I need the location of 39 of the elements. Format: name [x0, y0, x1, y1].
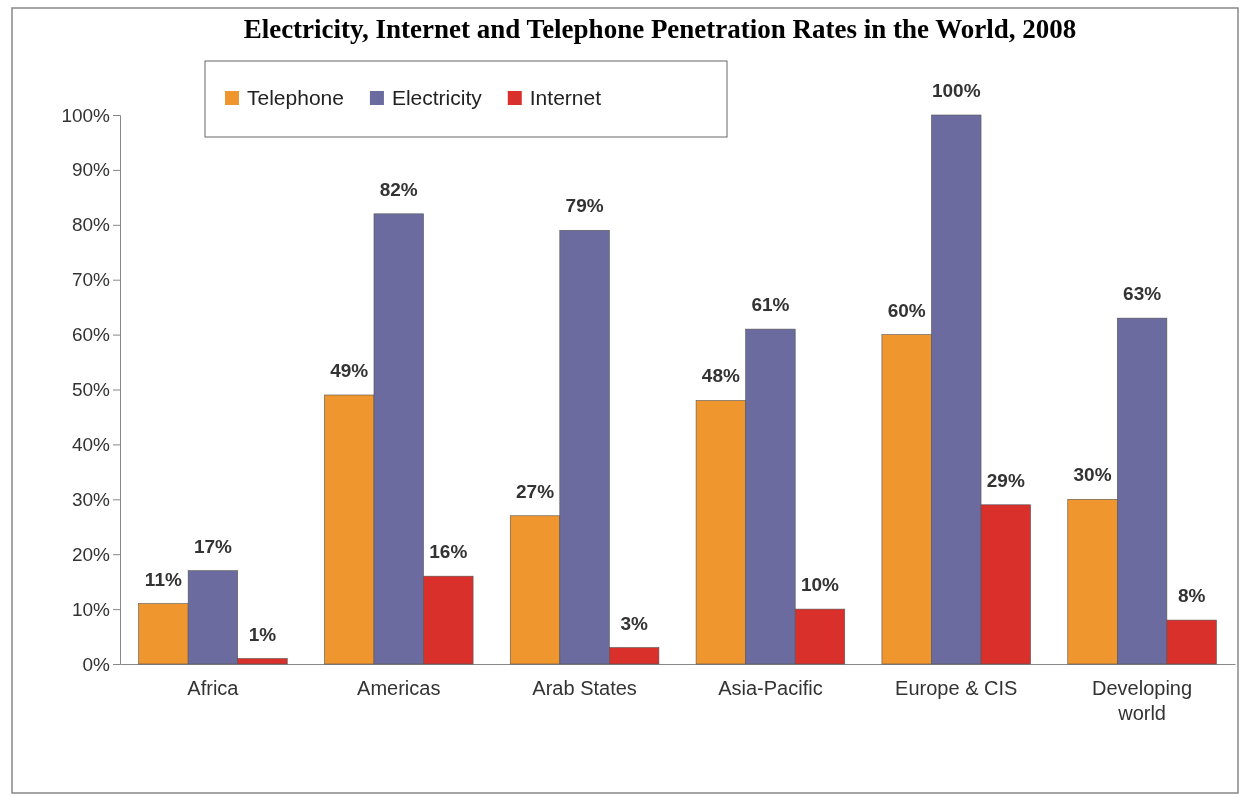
y-tick-label: 60%: [71, 324, 111, 346]
legend-label: Telephone: [247, 86, 344, 109]
x-tick-label: Europe & CIS: [895, 677, 1018, 699]
y-tick-label: 50%: [71, 379, 111, 401]
y-tick-label: 80%: [71, 214, 111, 236]
data-label: 30%: [1073, 464, 1112, 486]
y-tick-label: 100%: [61, 104, 111, 126]
chart-title: Electricity, Internet and Telephone Penetration Rates in the World, 2008: [243, 14, 1077, 44]
y-tick-label: 40%: [71, 433, 111, 455]
legend-label: Internet: [529, 86, 602, 109]
data-label: 8%: [1177, 585, 1206, 607]
x-tick-label: Africa: [187, 677, 240, 699]
data-label: 82%: [379, 178, 418, 200]
data-label: 27%: [516, 480, 555, 502]
data-label: 48%: [701, 365, 740, 387]
y-tick-label: 30%: [71, 488, 111, 510]
y-tick-label: 20%: [71, 543, 111, 565]
x-tick-label: Developing world: [1092, 677, 1193, 724]
x-tick-label: Arab States: [532, 677, 637, 699]
x-tick-label: Asia-Pacific: [718, 677, 823, 699]
data-label: 10%: [800, 574, 840, 596]
data-label: 60%: [887, 299, 926, 321]
y-tick-label: 10%: [71, 598, 111, 620]
x-tick-label: Americas: [357, 677, 441, 699]
data-label: 16%: [429, 541, 468, 563]
data-label: 3%: [620, 612, 648, 634]
legend-label: Electricity: [391, 86, 483, 109]
y-tick-label: 70%: [71, 269, 111, 291]
data-label: 79%: [565, 195, 604, 217]
data-label: 17%: [193, 535, 233, 557]
data-label: 63%: [1123, 283, 1162, 305]
y-tick-label: 90%: [71, 159, 111, 181]
data-label: 29%: [986, 469, 1025, 491]
data-label: 49%: [330, 359, 369, 381]
y-tick-label: 0%: [82, 653, 111, 675]
data-label: 11%: [144, 568, 182, 590]
data-label: 61%: [751, 294, 790, 316]
data-label: 1%: [248, 623, 277, 645]
data-label: 100%: [931, 80, 981, 101]
